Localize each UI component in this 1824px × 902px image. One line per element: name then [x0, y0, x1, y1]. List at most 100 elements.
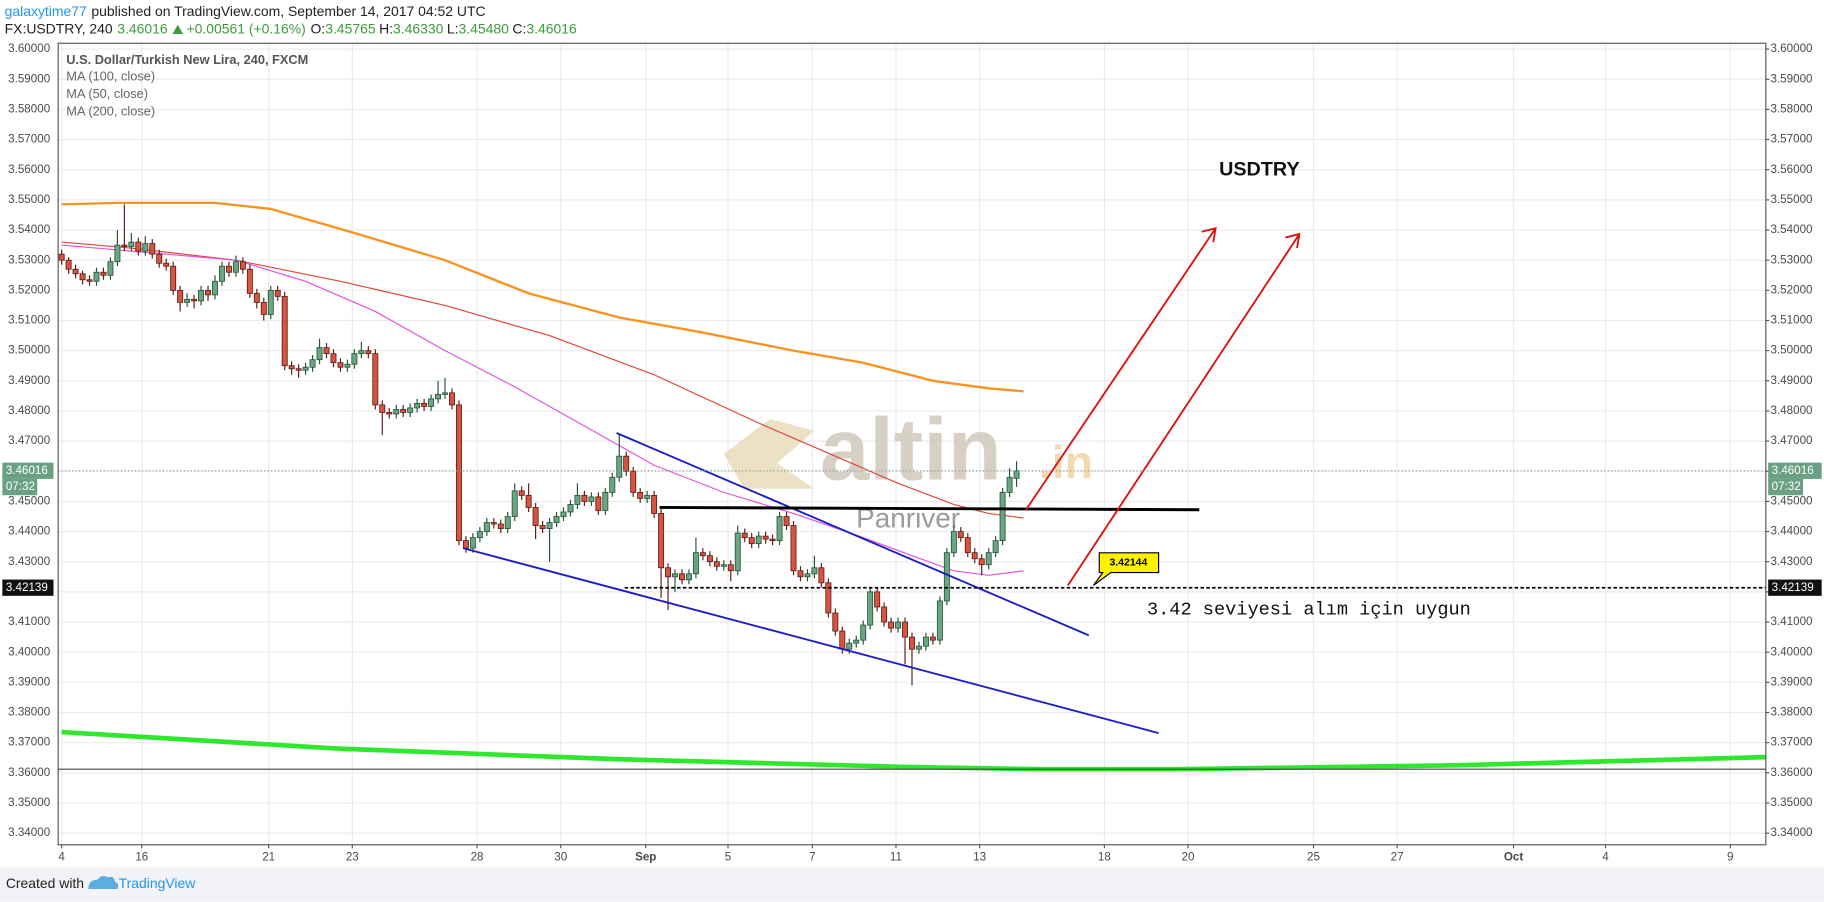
callout-label: 3.42144: [1109, 557, 1147, 568]
arrow: [1025, 227, 1217, 511]
y-tick-label: 3.44000: [8, 525, 51, 538]
candle-body: [769, 538, 776, 542]
x-tick-label: 7: [809, 851, 815, 864]
candle-body: [400, 409, 407, 413]
price-label: 3.46016: [1772, 464, 1814, 477]
x-tick-label: 5: [725, 851, 731, 864]
y-tick-label: 3.45000: [8, 494, 51, 507]
footer-brand[interactable]: TradingView: [119, 875, 197, 891]
trend-curve: [61, 729, 1766, 772]
candle-body: [358, 350, 365, 355]
arrow: [1067, 233, 1301, 586]
candle-body: [316, 347, 323, 361]
candle-body: [121, 244, 128, 248]
candle-body: [72, 268, 79, 275]
candle-body: [602, 491, 609, 511]
plot: [58, 201, 1766, 772]
x-tick-label: Sep: [635, 851, 656, 864]
callout-box: [1092, 552, 1160, 586]
chart-title: U.S. Dollar/Turkish New Lira, 240, FXCM: [66, 52, 308, 67]
y2-tick-label: 3.50000: [1770, 344, 1813, 357]
candle-body: [225, 265, 232, 273]
candle-body: [581, 494, 588, 502]
candle-body: [170, 265, 177, 291]
candle-body: [776, 516, 783, 542]
y2-tick-label: 3.58000: [1770, 102, 1813, 115]
candle-body: [1013, 470, 1020, 479]
candle-body: [644, 494, 651, 499]
candle-body: [449, 392, 455, 406]
candle-body: [156, 253, 163, 264]
candle-body: [372, 353, 379, 406]
watermark-tld: .in: [1039, 436, 1093, 488]
y2-tick-label: 3.40000: [1770, 645, 1813, 658]
candle-body: [623, 455, 630, 472]
candle-body: [867, 591, 874, 626]
candle-body: [469, 537, 476, 549]
price-label-box: [1768, 462, 1822, 479]
candle-body: [741, 532, 748, 539]
candle-body: [811, 567, 818, 575]
candle-body: [365, 350, 372, 355]
candle-body: [832, 612, 839, 632]
high-label: H:: [379, 20, 393, 36]
x-tick-label: 23: [346, 851, 359, 864]
candle-body: [1006, 476, 1013, 493]
candle-body: [490, 522, 497, 525]
close-label: C:: [512, 20, 526, 36]
open-label: O:: [310, 20, 325, 36]
candle-body: [483, 522, 490, 532]
y-tick-label: 3.52000: [8, 283, 51, 296]
y2-tick-label: 3.49000: [1770, 374, 1813, 387]
candle-body: [853, 639, 860, 644]
candle-body: [637, 491, 644, 499]
x-tick-label: 18: [1098, 851, 1111, 864]
plot-border: [57, 42, 1767, 846]
candle-body: [497, 523, 504, 529]
publisher[interactable]: galaxytime77: [5, 3, 87, 19]
candle-body: [274, 289, 281, 297]
candle-body: [525, 494, 532, 508]
y2-tick-label: 3.56000: [1770, 163, 1813, 176]
candle-body: [999, 491, 1006, 542]
candle-body: [218, 265, 225, 282]
resistance-line: [659, 505, 1200, 512]
candle-body: [239, 261, 246, 270]
open: 3.45765: [325, 20, 376, 36]
grid: [58, 43, 1766, 845]
candle-body: [330, 353, 337, 364]
countdown-box: [1768, 478, 1804, 496]
candle-body: [825, 582, 832, 614]
y-tick-label: 3.57000: [8, 133, 51, 146]
level-label: 3.42139: [1772, 581, 1814, 594]
candle-body: [407, 407, 414, 413]
candle-body: [79, 273, 86, 281]
countdown: 07:32: [1772, 480, 1801, 493]
y-tick-label: 3.59000: [8, 72, 51, 85]
candle-body: [65, 259, 72, 270]
candle-body: [351, 353, 358, 365]
candle-body: [699, 552, 706, 557]
candle-body: [135, 241, 142, 252]
countdown-box: [2, 478, 38, 496]
y-tick-label: 3.48000: [8, 404, 51, 417]
ohlc-line: +0.00561 (+0.16%) O:3.45765 H:3.46330 L:3.4…: [186, 20, 576, 36]
candle-body: [909, 636, 915, 650]
y-tick-label: 3.58000: [8, 102, 51, 115]
note-annotation: 3.42 seviyesi alım için uygun: [1147, 600, 1471, 621]
y2-tick-label: 3.59000: [1770, 72, 1813, 85]
candle-body: [685, 573, 692, 581]
candle-body: [964, 537, 971, 554]
y-tick-label: 3.50000: [8, 344, 51, 357]
candle-body: [895, 621, 902, 629]
y2-tick-label: 3.45000: [1770, 494, 1813, 507]
y2-tick-label: 3.44000: [1770, 525, 1813, 538]
target-arrows: [1025, 226, 1301, 586]
level-label-box: [1768, 579, 1822, 596]
candle-body: [560, 511, 567, 517]
candle-body: [323, 347, 330, 355]
published-note: published on TradingView.com, September …: [91, 3, 485, 19]
candle-body: [309, 359, 316, 368]
candle-body: [672, 573, 678, 578]
